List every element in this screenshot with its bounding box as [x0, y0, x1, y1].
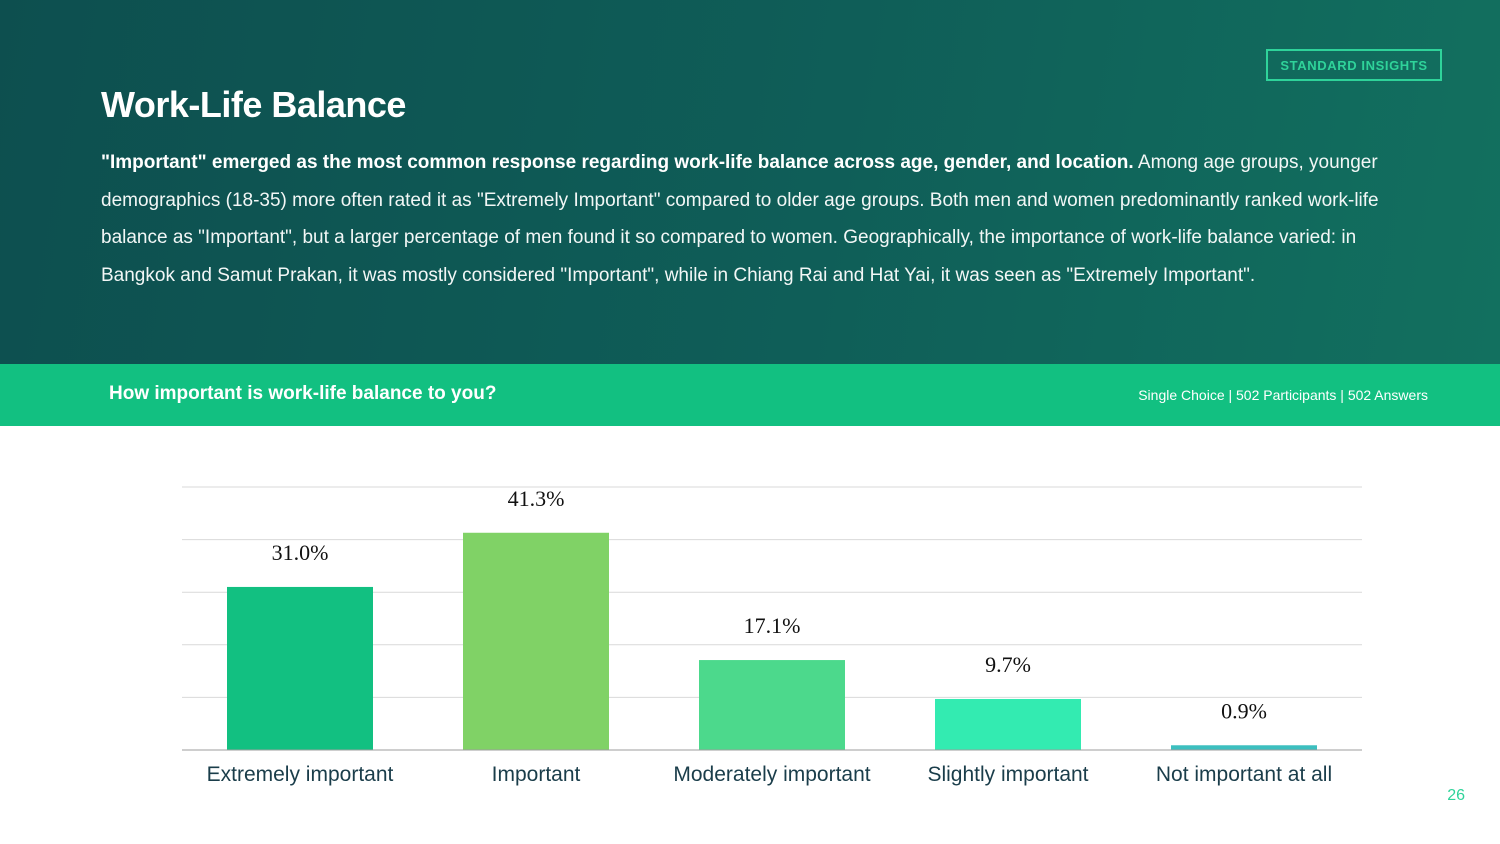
chart-category-labels: Extremely important Important Moderately i…	[207, 763, 1332, 786]
category-label-1: Important	[492, 763, 581, 786]
bar-0	[227, 586, 373, 750]
category-label-0: Extremely important	[207, 763, 394, 786]
question-text: How important is work-life balance to yo…	[109, 383, 497, 404]
bar-2	[699, 660, 845, 750]
page-title: Work-Life Balance	[101, 84, 406, 125]
value-label-1: 41.3%	[508, 486, 565, 511]
bar-4	[1171, 745, 1317, 750]
value-label-4: 0.9%	[1221, 698, 1267, 723]
page-number: 26	[1447, 787, 1465, 804]
value-label-2: 17.1%	[744, 613, 801, 638]
summary-lead: "Important" emerged as the most common r…	[101, 152, 1134, 173]
bar-1	[463, 532, 609, 750]
question-bar: How important is work-life balance to yo…	[0, 364, 1500, 426]
category-label-4: Not important at all	[1156, 763, 1332, 786]
summary-body: Among age groups, younger demographics (…	[101, 152, 1379, 286]
category-label-2: Moderately important	[673, 763, 870, 786]
chart-bars	[227, 532, 1317, 750]
summary-text: "Important" emerged as the most common r…	[101, 144, 1391, 294]
question-meta: Single Choice | 502 Participants | 502 A…	[1138, 387, 1428, 403]
header-banner: STANDARD INSIGHTS Work-Life Balance "Imp…	[0, 0, 1500, 364]
value-label-0: 31.0%	[272, 540, 329, 565]
category-label-3: Slightly important	[927, 763, 1088, 786]
value-label-3: 9.7%	[985, 652, 1031, 677]
chart-value-labels: 31.0% 41.3% 17.1% 9.7% 0.9%	[272, 486, 1267, 724]
brand-badge: STANDARD INSIGHTS	[1266, 49, 1442, 81]
bar-3	[935, 698, 1081, 750]
